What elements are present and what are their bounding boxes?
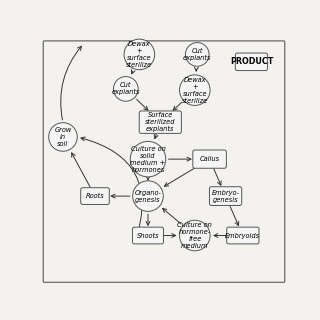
Circle shape <box>130 141 166 177</box>
Circle shape <box>114 76 138 101</box>
Text: PRODUCT: PRODUCT <box>230 57 273 66</box>
Text: Culture on
hormone-
free
medium: Culture on hormone- free medium <box>177 222 212 249</box>
FancyBboxPatch shape <box>193 150 226 168</box>
Text: Callus: Callus <box>200 156 220 162</box>
FancyBboxPatch shape <box>43 41 285 282</box>
Circle shape <box>185 43 209 66</box>
Text: Culture on
solid
medium +
hormones: Culture on solid medium + hormones <box>131 146 165 172</box>
Text: Dewax
+
surface
sterilize: Dewax + surface sterilize <box>126 41 153 68</box>
FancyBboxPatch shape <box>227 227 259 244</box>
Circle shape <box>180 75 210 105</box>
Text: Embryoids: Embryoids <box>225 233 260 238</box>
FancyBboxPatch shape <box>210 187 242 205</box>
Circle shape <box>180 220 210 251</box>
FancyBboxPatch shape <box>139 111 181 133</box>
Text: Cut
explants: Cut explants <box>183 48 212 61</box>
Text: Roots: Roots <box>86 193 104 199</box>
FancyBboxPatch shape <box>81 188 109 204</box>
Text: Shoots: Shoots <box>137 233 159 238</box>
Text: Grow
in
soil: Grow in soil <box>54 127 72 147</box>
FancyBboxPatch shape <box>132 227 164 244</box>
Circle shape <box>49 123 77 151</box>
Circle shape <box>133 181 163 212</box>
FancyBboxPatch shape <box>235 53 268 70</box>
Text: Organo-
genesis: Organo- genesis <box>134 189 161 203</box>
Text: Dewax
+
surface
sterilize: Dewax + surface sterilize <box>182 77 208 104</box>
Text: Embryo-
genesis: Embryo- genesis <box>212 189 240 203</box>
Text: Cut
explants: Cut explants <box>112 82 140 95</box>
Circle shape <box>124 39 155 70</box>
Text: Surface
sterilized
explants: Surface sterilized explants <box>145 112 176 132</box>
